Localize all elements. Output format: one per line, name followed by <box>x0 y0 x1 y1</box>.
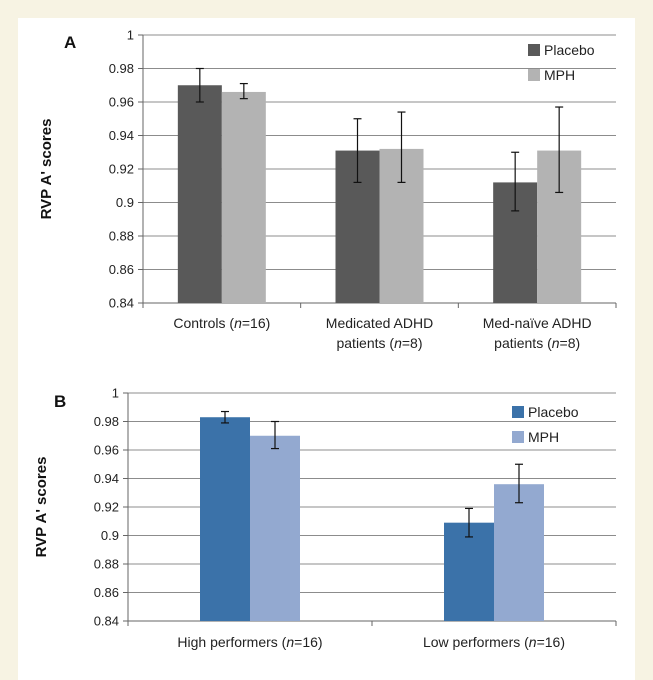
x-tick-label-line2-part: n <box>552 335 560 351</box>
panel-label: A <box>64 33 76 52</box>
x-tick-label-line2-part: =8) <box>402 335 423 351</box>
chart-b-svg: B 0.84 0.86 0.88 0.9 0.92 0.94 0.96 0.98 1 RVP A' … <box>33 386 617 650</box>
y-tick-label: 0.9 <box>101 528 119 543</box>
y-tick-label: 0.9 <box>116 195 134 210</box>
x-tick-label-part: n <box>286 634 294 650</box>
panel-b: B 0.84 0.86 0.88 0.9 0.92 0.94 0.96 0.98 1 RVP A' … <box>18 373 635 680</box>
y-tick-label: 0.88 <box>94 557 119 572</box>
x-tick-label-part: n <box>234 315 242 331</box>
y-tick-label: 0.84 <box>109 296 134 311</box>
x-tick-label: Medicated ADHD <box>326 315 433 331</box>
y-tick-label: 0.94 <box>109 128 134 143</box>
x-tick-label-part: High performers ( <box>177 634 286 650</box>
x-tick-label-part: Medicated ADHD <box>326 315 433 331</box>
y-axis-label: RVP A' scores <box>38 119 55 220</box>
legend-label-placebo: Placebo <box>528 404 579 420</box>
x-tick-label-line2-part: =8) <box>560 335 581 351</box>
x-tick-label: Controls (n=16) <box>173 315 270 331</box>
bar-placebo <box>200 417 250 621</box>
legend-label-mph: MPH <box>544 67 575 83</box>
bar-mph <box>250 435 300 621</box>
bar-placebo <box>444 522 494 621</box>
chart-a-svg: A 0.84 0.86 0.88 0.9 0.92 0.94 0.96 0.98 1 RVP A' … <box>38 28 617 351</box>
y-tick-label: 0.92 <box>109 162 134 177</box>
panel-label: B <box>54 392 66 411</box>
x-tick-label-part: Med-naïve ADHD <box>483 315 592 331</box>
y-tick-label: 0.86 <box>109 262 134 277</box>
y-tick-label: 0.84 <box>94 614 119 629</box>
y-axis-label: RVP A' scores <box>33 457 50 558</box>
legend-label-mph: MPH <box>528 429 559 445</box>
legend-swatch-mph <box>512 431 524 443</box>
x-tick-label-part: Low performers ( <box>423 634 529 650</box>
y-tick-label: 0.92 <box>94 500 119 515</box>
x-tick-label-part: n <box>529 634 537 650</box>
x-tick-label-part: =16) <box>242 315 270 331</box>
y-tick-label: 0.96 <box>109 95 134 110</box>
x-tick-label: Med-naïve ADHD <box>483 315 592 331</box>
bar-mph <box>221 91 266 303</box>
x-tick-label-part: =16) <box>294 634 322 650</box>
x-tick-label-line2: patients (n=8) <box>494 335 580 351</box>
x-tick-label-line2-part: n <box>394 335 402 351</box>
x-tick-label-line2-part: patients ( <box>336 335 394 351</box>
x-tick-label: Low performers (n=16) <box>423 634 565 650</box>
legend-swatch-mph <box>528 69 540 81</box>
legend-swatch-placebo <box>528 44 540 56</box>
y-tick-label: 0.86 <box>94 585 119 600</box>
y-tick-label: 0.94 <box>94 471 119 486</box>
bar-mph <box>494 484 544 621</box>
legend-label-placebo: Placebo <box>544 42 595 58</box>
y-tick-label: 0.96 <box>94 443 119 458</box>
y-tick-label: 0.98 <box>109 61 134 76</box>
x-tick-label-line2-part: patients ( <box>494 335 552 351</box>
y-tick-label: 1 <box>127 28 134 43</box>
x-tick-label-part: =16) <box>537 634 565 650</box>
bar-placebo <box>177 85 222 303</box>
y-tick-label: 0.98 <box>94 414 119 429</box>
x-tick-label-part: Controls ( <box>173 315 234 331</box>
panel-a: A 0.84 0.86 0.88 0.9 0.92 0.94 0.96 0.98 1 RVP A' … <box>18 18 635 375</box>
y-tick-label: 0.88 <box>109 229 134 244</box>
y-tick-label: 1 <box>112 386 119 401</box>
x-tick-label: High performers (n=16) <box>177 634 322 650</box>
legend-swatch-placebo <box>512 406 524 418</box>
x-tick-label-line2: patients (n=8) <box>336 335 422 351</box>
